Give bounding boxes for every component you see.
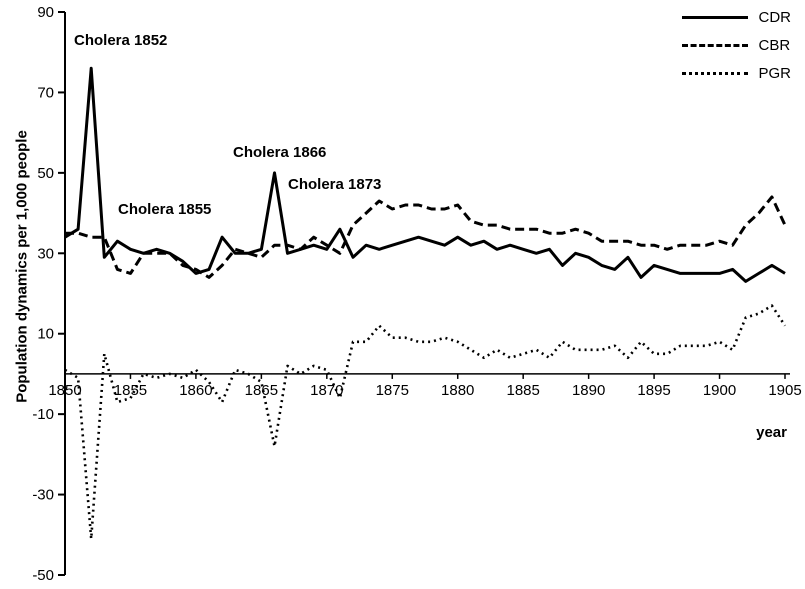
legend-item-cdr: CDR bbox=[682, 8, 791, 26]
x-tick-label: 1890 bbox=[572, 382, 605, 399]
legend-label-cdr: CDR bbox=[758, 8, 791, 26]
solid-line-sample-icon bbox=[682, 15, 749, 19]
y-tick-label: -50 bbox=[32, 567, 54, 584]
y-tick-label: -30 bbox=[32, 487, 54, 504]
y-tick-label: 70 bbox=[37, 84, 54, 101]
legend-item-cbr: CBR bbox=[682, 36, 791, 54]
pgr-line bbox=[64, 304, 787, 541]
x-tick-label: 1880 bbox=[441, 382, 474, 399]
x-tick-label: 1865 bbox=[245, 382, 278, 399]
x-tick-label: 1855 bbox=[114, 382, 147, 399]
annotation-cholera-1852: Cholera 1852 bbox=[74, 32, 168, 49]
legend-label-cbr: CBR bbox=[758, 36, 791, 54]
x-tick-label: 1895 bbox=[637, 382, 670, 399]
annotation-cholera-1855: Cholera 1855 bbox=[118, 201, 212, 218]
x-tick-label: 1875 bbox=[376, 382, 409, 399]
x-tick-label: 1885 bbox=[506, 382, 539, 399]
dashed-line-sample-icon bbox=[682, 43, 749, 47]
y-tick-label: 30 bbox=[37, 245, 54, 262]
dotted-line-sample-icon bbox=[682, 71, 749, 75]
y-tick-label: 10 bbox=[37, 326, 54, 343]
x-tick-label: 1905 bbox=[768, 382, 801, 399]
annotation-cholera-1873: Cholera 1873 bbox=[288, 176, 382, 193]
legend: CDR CBR PGR bbox=[682, 8, 791, 82]
x-axis-title: year bbox=[756, 424, 787, 441]
y-tick-label: 50 bbox=[37, 165, 54, 182]
cbr-line bbox=[65, 195, 787, 279]
y-tick-label: -10 bbox=[32, 406, 54, 423]
annotation-cholera-1866: Cholera 1866 bbox=[233, 144, 327, 161]
legend-label-pgr: PGR bbox=[758, 64, 791, 82]
y-tick-label: 90 bbox=[37, 4, 54, 21]
cdr-line bbox=[64, 66, 786, 283]
x-tick-label: 1860 bbox=[179, 382, 212, 399]
x-tick-label: 1870 bbox=[310, 382, 343, 399]
x-tick-label: 1900 bbox=[703, 382, 736, 399]
legend-item-pgr: PGR bbox=[682, 64, 791, 82]
y-axis-title: Population dynamics per 1,000 people bbox=[13, 130, 31, 403]
x-tick-label: 1850 bbox=[48, 382, 81, 399]
